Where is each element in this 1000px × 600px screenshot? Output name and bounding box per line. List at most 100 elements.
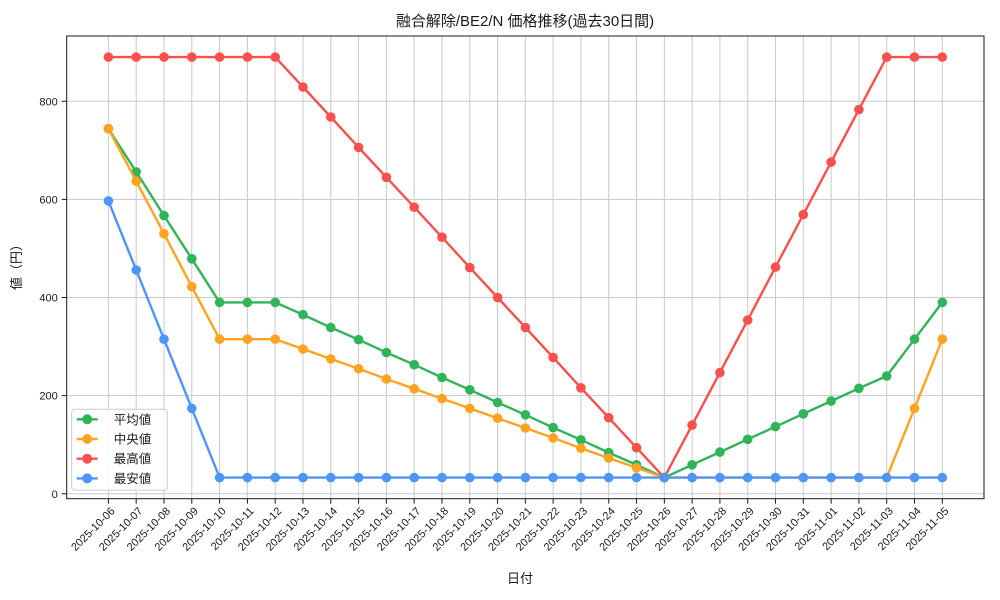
legend-box	[71, 408, 168, 491]
legend-item-max: 最高値	[76, 451, 152, 466]
series-point-mean	[909, 334, 920, 345]
series-point-max	[548, 352, 558, 363]
series-point-mean	[326, 322, 336, 333]
series-point-median	[353, 363, 364, 374]
series-point-max	[187, 52, 197, 62]
series-point-max	[909, 52, 920, 62]
series-point-max	[465, 262, 475, 273]
series-point-mean	[409, 359, 420, 370]
legend-item-min: 最安値	[76, 471, 152, 486]
series-point-min	[353, 472, 364, 483]
series-point-mean	[798, 409, 809, 419]
x-axis-label: 日付	[507, 571, 533, 586]
series-point-mean	[854, 383, 864, 394]
legend-marker-dot	[82, 473, 93, 484]
series-point-min	[159, 334, 169, 345]
series-point-mean	[687, 460, 697, 470]
series-point-mean	[159, 210, 169, 221]
chart-title: 融合解除/BE2/N 価格推移(過去30日間)	[396, 13, 654, 30]
legend-label: 最安値	[114, 471, 152, 486]
tick-layer: 2025-10-062025-10-072025-10-082025-10-09…	[39, 96, 951, 553]
legend-label: 最高値	[114, 451, 152, 466]
series-point-mean	[270, 297, 281, 308]
series-layer	[103, 52, 948, 483]
series-point-mean	[937, 297, 948, 308]
series-point-median	[131, 176, 141, 186]
series-point-max	[576, 383, 586, 393]
series-point-max	[242, 52, 253, 62]
series-point-min	[298, 472, 308, 483]
series-point-mean	[742, 434, 753, 445]
series-point-median	[409, 384, 420, 394]
series-point-min	[937, 472, 948, 483]
series-point-mean	[826, 396, 836, 406]
legend-label: 平均値	[114, 412, 152, 427]
series-point-median	[159, 228, 169, 239]
series-point-max	[270, 52, 281, 62]
series-point-mean	[381, 347, 392, 358]
series-point-min	[687, 472, 697, 483]
series-point-max	[603, 412, 614, 423]
series-point-min	[909, 472, 920, 483]
series-point-min	[520, 472, 531, 483]
series-point-median	[909, 403, 920, 414]
series-point-min	[881, 472, 892, 483]
series-point-max	[520, 322, 531, 333]
series-point-mean	[548, 422, 558, 433]
series-point-max	[298, 82, 308, 92]
series-point-mean	[576, 435, 586, 445]
series-point-max	[687, 420, 697, 430]
series-point-max	[798, 209, 809, 220]
series-point-max	[103, 52, 114, 62]
series-point-min	[603, 472, 614, 483]
series-point-min	[214, 472, 225, 483]
series-point-max	[826, 157, 836, 167]
series-point-min	[381, 472, 392, 483]
series-point-mean	[715, 447, 725, 457]
legend-item-mean: 平均値	[76, 412, 152, 427]
series-point-min	[576, 472, 586, 483]
series-point-median	[576, 443, 586, 454]
legend-item-median: 中央値	[76, 432, 151, 447]
y-tick-label: 800	[39, 96, 57, 108]
series-point-min	[742, 472, 753, 483]
series-point-max	[937, 52, 948, 62]
series-point-max	[770, 262, 781, 272]
series-point-min	[715, 472, 725, 483]
series-point-max	[631, 442, 642, 453]
series-point-mean	[298, 309, 308, 320]
series-point-median	[242, 334, 253, 345]
series-point-min	[437, 472, 447, 483]
series-point-median	[603, 453, 614, 463]
series-point-min	[103, 196, 114, 206]
series-point-median	[437, 393, 447, 404]
series-point-min	[270, 472, 281, 483]
series-point-median	[631, 463, 642, 473]
series-point-max	[715, 367, 725, 378]
series-point-max	[881, 52, 892, 62]
series-point-mean	[187, 253, 197, 264]
series-point-min	[465, 472, 475, 483]
series-point-mean	[214, 297, 225, 308]
series-point-median	[214, 334, 225, 345]
series-point-max	[353, 142, 364, 153]
series-point-max	[214, 52, 225, 62]
series-point-min	[798, 472, 809, 483]
series-point-max	[492, 292, 503, 303]
series-point-min	[770, 472, 781, 483]
series-point-mean	[492, 397, 503, 408]
series-point-median	[298, 344, 308, 354]
y-tick-label: 400	[39, 293, 57, 305]
series-point-max	[326, 112, 336, 122]
series-point-median	[326, 354, 336, 364]
series-point-max	[854, 104, 864, 115]
series-point-max	[131, 52, 141, 62]
series-point-median	[465, 403, 475, 414]
y-tick-label: 0	[52, 489, 58, 501]
series-point-max	[381, 172, 392, 183]
series-point-mean	[520, 410, 531, 420]
series-point-mean	[465, 385, 475, 395]
series-point-mean	[881, 371, 892, 381]
